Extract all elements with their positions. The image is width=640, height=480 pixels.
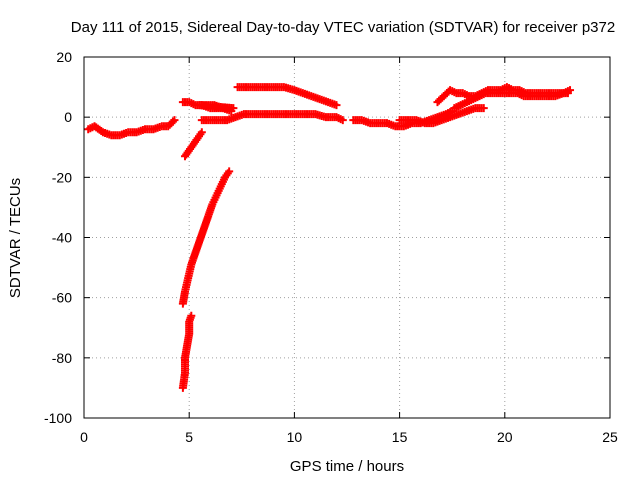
data-point xyxy=(197,128,206,137)
y-tick-label: 0 xyxy=(64,109,72,125)
y-tick-label: -100 xyxy=(44,410,72,426)
data-point xyxy=(332,101,341,110)
grid-lines xyxy=(84,57,610,418)
data-series xyxy=(395,104,488,128)
data-point xyxy=(227,107,236,116)
data-point xyxy=(563,89,572,98)
data-point xyxy=(338,116,347,125)
data-series xyxy=(349,107,457,131)
x-tick-label: 25 xyxy=(602,429,618,445)
data-series xyxy=(180,128,206,161)
y-tick-label: -20 xyxy=(52,169,72,185)
data-series xyxy=(233,83,341,110)
axis-ticks: 0 5 10 15 20 25 -100 -80 -60 -40 -20 0 20 xyxy=(44,49,618,445)
data-point xyxy=(168,117,177,126)
x-tick-label: 0 xyxy=(80,429,88,445)
data-series xyxy=(178,98,238,116)
data-series xyxy=(178,167,234,308)
y-tick-label: -60 xyxy=(52,290,72,306)
data-series xyxy=(197,110,347,125)
x-tick-label: 5 xyxy=(185,429,193,445)
x-tick-label: 20 xyxy=(497,429,513,445)
y-axis-label: SDTVAR / TECUs xyxy=(7,178,24,298)
plot-frame xyxy=(83,56,611,419)
data-point xyxy=(170,116,179,125)
chart-title: Day 111 of 2015, Sidereal Day-to-day VTE… xyxy=(71,19,615,36)
data-points xyxy=(84,83,575,392)
x-axis-label: GPS time / hours xyxy=(290,458,404,475)
y-tick-label: 20 xyxy=(56,49,72,65)
y-tick-label: -80 xyxy=(52,350,72,366)
data-series xyxy=(178,311,196,392)
x-tick-label: 10 xyxy=(287,429,303,445)
data-point xyxy=(187,311,196,320)
y-tick-label: -40 xyxy=(52,230,72,246)
data-series xyxy=(84,116,179,140)
data-point xyxy=(225,167,234,176)
data-series xyxy=(450,89,572,113)
x-tick-label: 15 xyxy=(392,429,408,445)
data-point xyxy=(479,104,488,113)
